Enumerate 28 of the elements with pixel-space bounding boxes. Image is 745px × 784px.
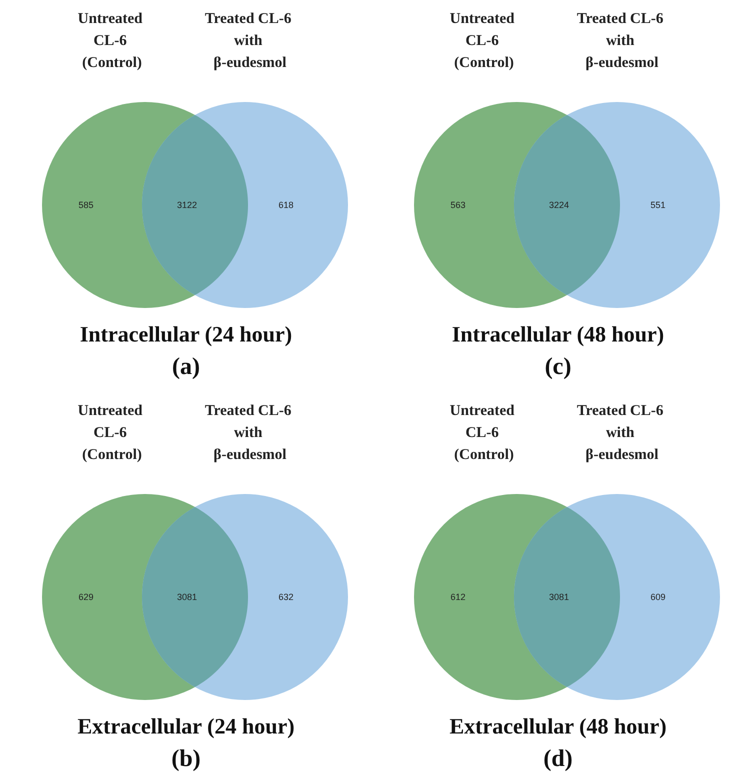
text: (c) xyxy=(544,354,572,380)
data-label: 563 xyxy=(450,200,466,210)
data-label: 3081 xyxy=(176,592,198,602)
text: Untreated CL-6 (Control) xyxy=(78,403,146,463)
text: Untreated CL-6 (Control) xyxy=(450,403,518,463)
text: Extracellular (48 hour) xyxy=(449,714,667,738)
text: Intracellular (48 hour) xyxy=(452,322,664,346)
text: Extracellular (24 hour) xyxy=(77,714,295,738)
text: Intracellular (24 hour) xyxy=(80,322,292,346)
text: Treated CL-6 with β-eudesmol xyxy=(576,403,668,463)
data-label: 3081 xyxy=(548,592,570,602)
data-label: 3224 xyxy=(548,200,570,210)
data-label: 632 xyxy=(278,592,294,602)
text: Treated CL-6 with β-eudesmol xyxy=(204,403,296,463)
text: (d) xyxy=(543,746,573,772)
data-label: 612 xyxy=(450,592,466,602)
data-label: 629 xyxy=(78,592,94,602)
data-label: 609 xyxy=(650,592,666,602)
data-label: 618 xyxy=(278,200,294,210)
text: (a) xyxy=(172,354,200,380)
text: (b) xyxy=(171,746,201,772)
data-label: 551 xyxy=(650,200,666,210)
data-label: 3122 xyxy=(176,200,198,210)
text: Untreated CL-6 (Control) xyxy=(450,11,518,71)
data-label: 585 xyxy=(78,200,94,210)
text: Treated CL-6 with β-eudesmol xyxy=(204,11,296,71)
text: Untreated CL-6 (Control) xyxy=(78,11,146,71)
text: Treated CL-6 with β-eudesmol xyxy=(576,11,668,71)
